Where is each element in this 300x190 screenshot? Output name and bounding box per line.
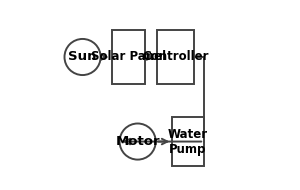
Text: Motor: Motor xyxy=(115,135,160,148)
Text: Sun: Sun xyxy=(68,51,97,63)
Text: Controller: Controller xyxy=(142,51,209,63)
Text: Solar Panel: Solar Panel xyxy=(91,51,166,63)
Text: Water
Pump: Water Pump xyxy=(168,127,208,156)
